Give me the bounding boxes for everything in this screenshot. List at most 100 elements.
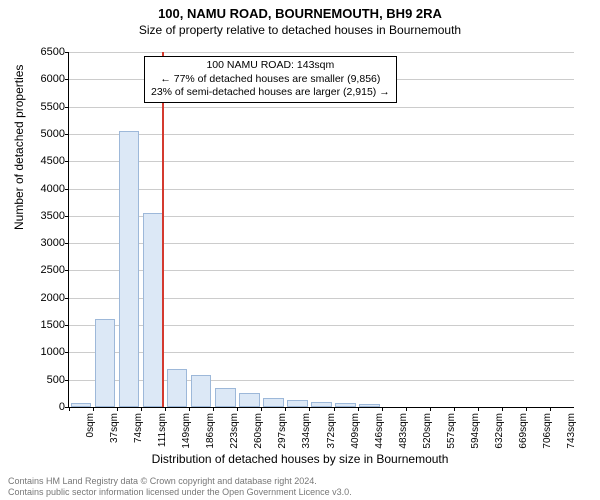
xtick-mark [213,407,214,411]
ytick-label: 0 [59,401,65,413]
xtick-mark [526,407,527,411]
ytick-mark [65,298,69,299]
xtick-mark [454,407,455,411]
bar [119,131,139,407]
xtick-label: 297sqm [277,413,288,449]
ytick-label: 500 [47,374,65,386]
ytick-mark [65,270,69,271]
ytick-mark [65,380,69,381]
ytick-mark [65,243,69,244]
chart-area: 0500100015002000250030003500400045005000… [68,52,573,407]
xtick-label: 74sqm [133,413,144,443]
xtick-mark [237,407,238,411]
xtick-mark [261,407,262,411]
bar [191,375,211,407]
page-title: 100, NAMU ROAD, BOURNEMOUTH, BH9 2RA [0,6,600,21]
xtick-label: 594sqm [470,413,481,449]
annotation-line3: 23% of semi-detached houses are larger (… [151,86,390,100]
bar [167,369,187,407]
ytick-label: 4000 [41,183,65,195]
ytick-mark [65,52,69,53]
xtick-label: 520sqm [422,413,433,449]
page-subtitle: Size of property relative to detached ho… [0,23,600,37]
xtick-mark [550,407,551,411]
gridline [69,189,574,190]
gridline [69,107,574,108]
gridline [69,161,574,162]
xtick-label: 0sqm [85,413,96,437]
ytick-label: 2500 [41,264,65,276]
bar [311,402,331,407]
xtick-label: 632sqm [494,413,505,449]
bar [359,404,379,407]
ytick-mark [65,352,69,353]
footer-line1: Contains HM Land Registry data © Crown c… [8,476,352,487]
footer-line2: Contains public sector information licen… [8,487,352,498]
bar [239,393,259,407]
xtick-mark [334,407,335,411]
x-axis-label: Distribution of detached houses by size … [0,452,600,466]
xtick-label: 149sqm [181,413,192,449]
ytick-label: 6500 [41,46,65,58]
annotation-box: 100 NAMU ROAD: 143sqm← 77% of detached h… [144,56,397,103]
xtick-label: 186sqm [205,413,216,449]
xtick-label: 111sqm [157,413,168,447]
xtick-mark [382,407,383,411]
marker-line [162,52,164,407]
ytick-mark [65,107,69,108]
plot: 0500100015002000250030003500400045005000… [68,52,574,408]
xtick-mark [117,407,118,411]
xtick-label: 334sqm [301,413,312,449]
ytick-label: 1500 [41,319,65,331]
gridline [69,52,574,53]
ytick-label: 6000 [41,73,65,85]
bar [71,403,91,407]
ytick-label: 1000 [41,346,65,358]
ytick-mark [65,216,69,217]
xtick-mark [93,407,94,411]
y-axis-label: Number of detached properties [12,65,26,230]
xtick-label: 483sqm [398,413,409,449]
xtick-mark [69,407,70,411]
xtick-mark [309,407,310,411]
footer: Contains HM Land Registry data © Crown c… [8,476,352,498]
ytick-label: 3500 [41,210,65,222]
xtick-label: 669sqm [518,413,529,449]
xtick-label: 260sqm [253,413,264,449]
xtick-label: 557sqm [446,413,457,449]
xtick-label: 37sqm [109,413,120,443]
xtick-label: 409sqm [350,413,361,449]
bar [143,213,163,407]
xtick-label: 706sqm [542,413,553,449]
xtick-mark [502,407,503,411]
ytick-label: 5000 [41,128,65,140]
ytick-mark [65,161,69,162]
ytick-mark [65,79,69,80]
xtick-mark [141,407,142,411]
xtick-mark [165,407,166,411]
xtick-mark [189,407,190,411]
xtick-mark [358,407,359,411]
xtick-label: 446sqm [374,413,385,449]
annotation-line2: ← 77% of detached houses are smaller (9,… [151,73,390,87]
xtick-mark [430,407,431,411]
bar [95,319,115,407]
bar [287,400,307,407]
gridline [69,134,574,135]
ytick-label: 4500 [41,155,65,167]
annotation-line1: 100 NAMU ROAD: 143sqm [151,59,390,73]
ytick-label: 2000 [41,292,65,304]
bar [215,388,235,407]
xtick-label: 372sqm [326,413,337,449]
bar [263,398,283,407]
ytick-label: 5500 [41,101,65,113]
ytick-mark [65,325,69,326]
ytick-mark [65,134,69,135]
bar [335,403,355,407]
xtick-mark [285,407,286,411]
ytick-label: 3000 [41,237,65,249]
xtick-mark [478,407,479,411]
ytick-mark [65,189,69,190]
xtick-label: 743sqm [566,413,577,449]
xtick-label: 223sqm [229,413,240,449]
